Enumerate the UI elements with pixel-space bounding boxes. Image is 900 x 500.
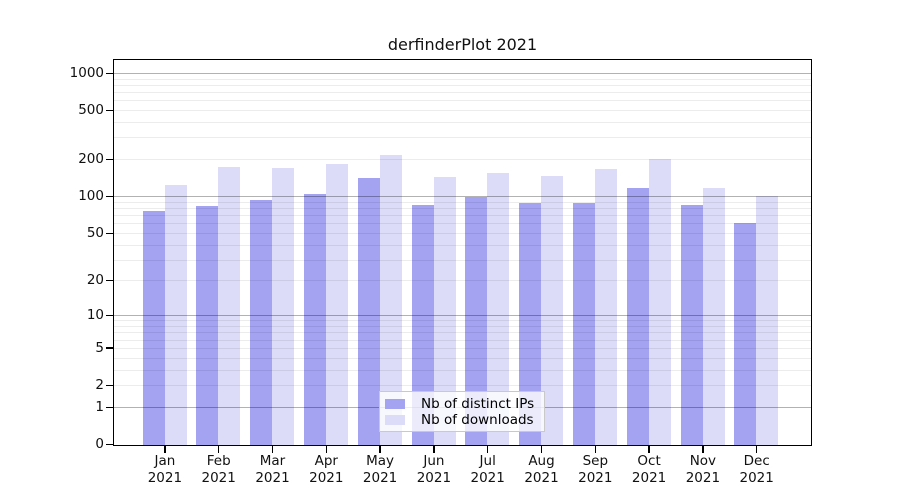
bar-jan-distinct-ips: [142, 210, 165, 445]
legend: Nb of distinct IPs Nb of downloads: [379, 391, 545, 432]
bar-dec-distinct-ips: [734, 223, 757, 445]
bar-apr-distinct-ips: [303, 194, 326, 445]
gridline-minor: [114, 137, 811, 139]
x-tick-label-jul: Jul 2021: [470, 453, 505, 486]
bar-jan-downloads: [164, 185, 187, 445]
y-tick-label: 2: [95, 376, 104, 393]
y-axis-tick: [106, 195, 114, 198]
x-tick-label-dec: Dec 2021: [739, 453, 774, 486]
x-axis-tick: [540, 446, 543, 453]
y-axis-tick: [106, 314, 114, 317]
y-tick-label: 200: [78, 151, 104, 167]
x-axis-tick: [164, 446, 166, 453]
legend-item-downloads: Nb of downloads: [385, 412, 536, 428]
legend-swatch-downloads: [385, 415, 405, 425]
y-axis-tick: [106, 158, 114, 161]
bar-oct-downloads: [648, 159, 671, 445]
gridline-minor: [114, 84, 811, 86]
x-axis-tick: [648, 446, 650, 453]
x-axis-tick: [325, 446, 327, 453]
bar-jun-distinct-ips: [411, 204, 434, 445]
x-tick-label-nov: Nov 2021: [685, 453, 721, 486]
legend-label: Nb of distinct IPs: [421, 396, 535, 412]
bar-may-distinct-ips: [357, 177, 380, 445]
bar-mar-downloads: [272, 167, 295, 445]
y-axis-tick: [106, 280, 114, 282]
bar-jul-downloads: [487, 172, 510, 445]
gridline-minor: [114, 122, 811, 123]
bar-mar-distinct-ips: [250, 200, 273, 445]
y-tick-label: 10: [86, 307, 104, 324]
bar-apr-downloads: [325, 164, 348, 445]
legend-swatch-distinct-ips: [385, 399, 405, 409]
y-tick-label: 1000: [69, 64, 104, 81]
x-axis-tick: [756, 446, 758, 453]
bar-oct-distinct-ips: [626, 188, 649, 445]
x-axis-tick: [487, 446, 489, 453]
bar-aug-distinct-ips: [519, 202, 542, 445]
bar-jul-distinct-ips: [465, 196, 488, 445]
x-tick-label-jan: Jan 2021: [147, 453, 183, 486]
bar-jun-downloads: [433, 177, 456, 445]
plot-area: Nb of distinct IPs Nb of downloads: [113, 59, 812, 446]
gridline-minor: [114, 110, 811, 111]
bar-sep-downloads: [594, 169, 617, 445]
y-tick-label: 50: [86, 224, 104, 241]
legend-label: Nb of downloads: [421, 412, 534, 428]
y-axis-tick: [106, 443, 114, 446]
gridline-minor: [114, 92, 811, 93]
y-tick-label: 5: [95, 339, 104, 356]
y-axis-tick: [106, 347, 114, 349]
y-axis-tick: [106, 384, 114, 387]
gridline-minor: [114, 159, 811, 161]
x-axis-tick: [271, 446, 274, 453]
gridline-major: [114, 72, 811, 74]
x-tick-label-mar: Mar 2021: [255, 453, 290, 486]
bar-sep-distinct-ips: [572, 202, 595, 445]
chart-title: derfinderPlot 2021: [387, 35, 538, 54]
x-axis-tick: [379, 446, 381, 453]
y-axis-tick: [106, 232, 114, 234]
x-axis-tick: [594, 446, 596, 453]
x-tick-label-may: May 2021: [362, 453, 398, 486]
y-tick-label: 0: [95, 435, 104, 452]
bar-feb-distinct-ips: [196, 205, 219, 445]
x-axis-tick: [218, 446, 220, 453]
x-tick-label-apr: Apr 2021: [309, 453, 344, 486]
x-axis-tick: [702, 446, 704, 453]
legend-item-distinct-ips: Nb of distinct IPs: [385, 396, 536, 412]
y-axis-tick: [106, 72, 114, 74]
gridline-minor: [114, 78, 811, 80]
y-axis-tick: [106, 406, 114, 408]
bar-feb-downloads: [218, 166, 241, 445]
y-tick-label: 1: [95, 398, 104, 415]
y-tick-label: 500: [78, 101, 104, 118]
gridline-minor: [114, 100, 811, 102]
bar-aug-downloads: [541, 175, 564, 445]
y-tick-label: 20: [86, 272, 104, 289]
x-tick-label-aug: Aug 2021: [524, 453, 559, 486]
x-tick-label-oct: Oct 2021: [631, 453, 667, 486]
bar-dec-downloads: [756, 195, 779, 445]
x-tick-label-jun: Jun 2021: [416, 453, 452, 486]
x-tick-label-feb: Feb 2021: [201, 453, 236, 486]
y-tick-label: 100: [78, 188, 104, 204]
bar-nov-distinct-ips: [680, 205, 703, 445]
bar-may-downloads: [379, 155, 402, 445]
x-axis-tick: [433, 446, 435, 453]
bar-nov-downloads: [702, 188, 725, 445]
x-tick-label-sep: Sep 2021: [578, 453, 613, 486]
y-axis-tick: [106, 109, 114, 112]
